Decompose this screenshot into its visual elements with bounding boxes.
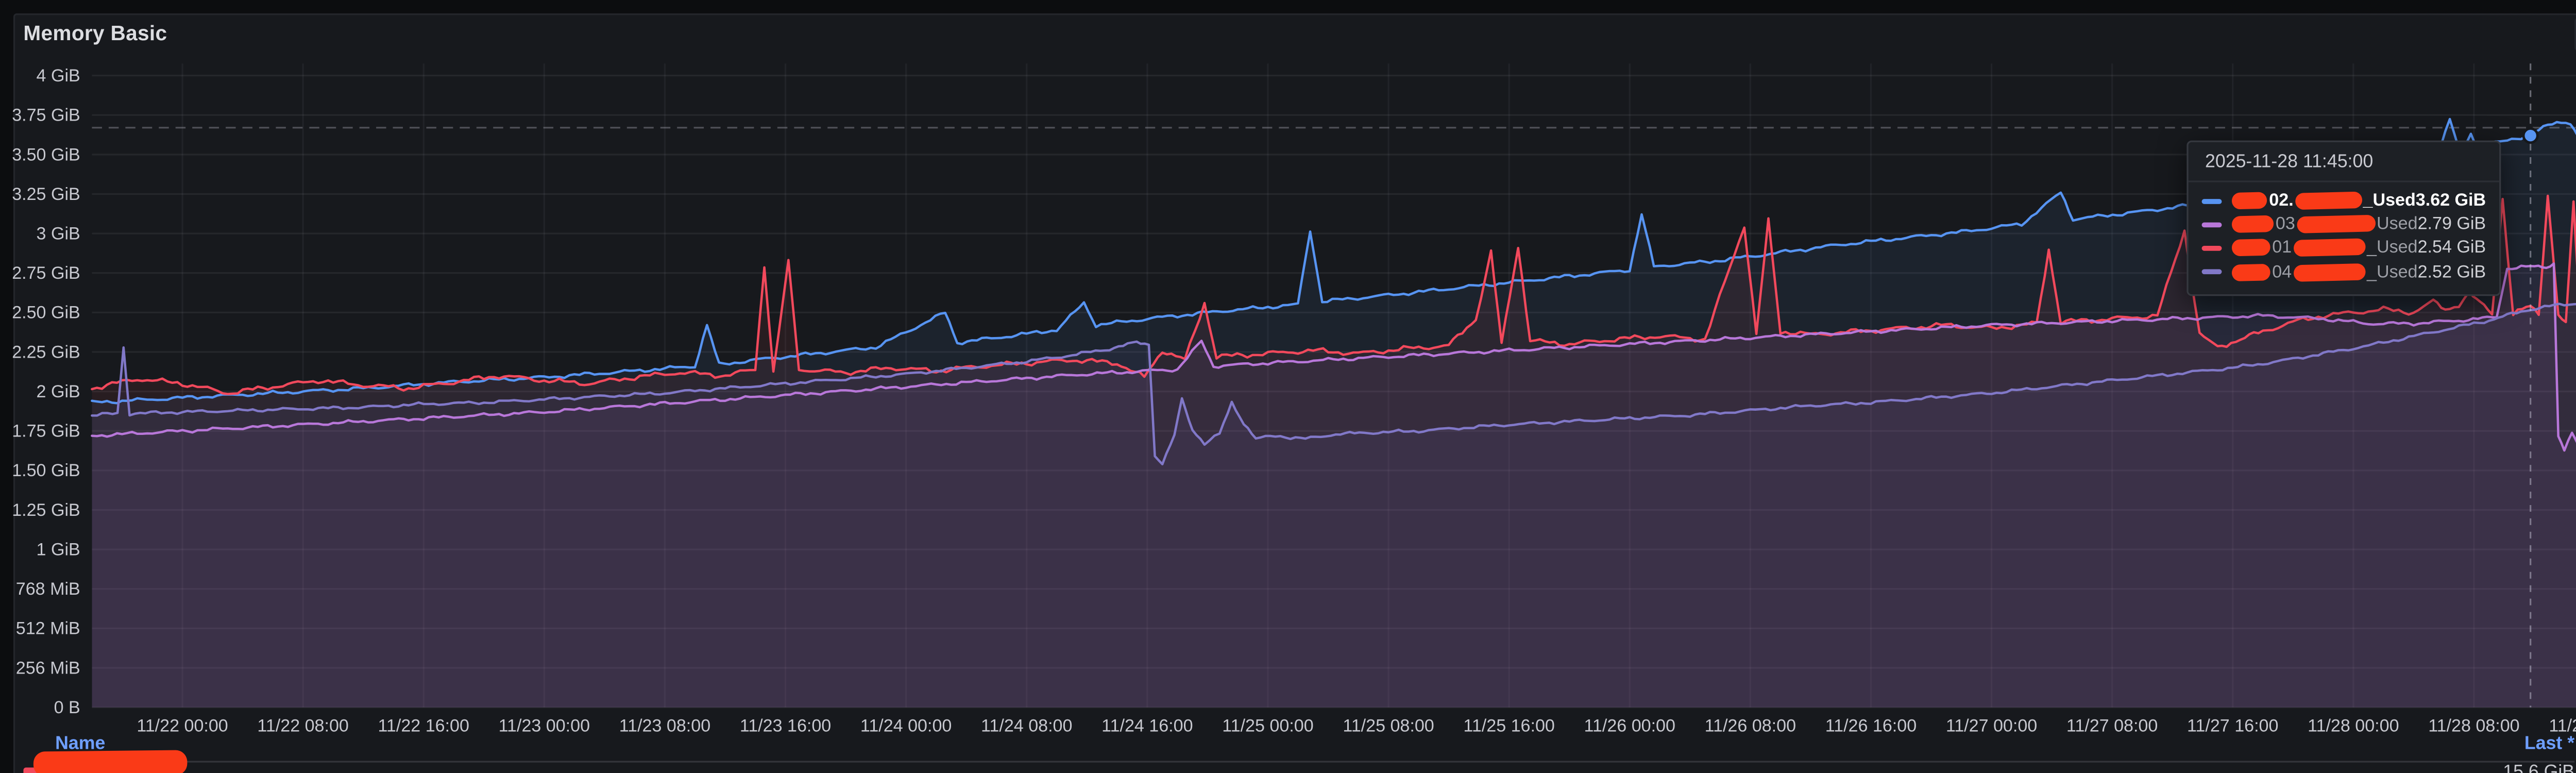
- x-axis-label: 11/23 16:00: [740, 716, 831, 736]
- y-axis-label: 2.75 GiB: [12, 263, 80, 283]
- x-axis-label: 11/25 00:00: [1222, 716, 1313, 736]
- series-fill-node02: [92, 119, 2576, 708]
- hover-point: [2522, 127, 2539, 144]
- legend-header-last[interactable]: Last *: [2524, 734, 2575, 754]
- y-axis-label: 1.50 GiB: [12, 461, 80, 480]
- series-value: 2.52 GiB: [2417, 262, 2486, 282]
- x-axis-label: 11/24 16:00: [1101, 716, 1193, 736]
- series-color-marker: [2201, 245, 2222, 251]
- series-name-suffix: _Used: [2367, 262, 2418, 282]
- y-axis-label: 0 B: [54, 698, 80, 717]
- series-fill-node01: [92, 195, 2576, 708]
- panel-menu-button[interactable]: [2574, 16, 2576, 52]
- x-axis-label: 11/26 16:00: [1825, 716, 1917, 736]
- series-line-node04: [91, 303, 2576, 466]
- redaction-scribble: [2231, 192, 2268, 210]
- y-axis-label: 1.25 GiB: [12, 500, 80, 520]
- x-axis-label: 11/22 16:00: [378, 716, 469, 736]
- redaction-scribble: [2231, 263, 2271, 281]
- series-color-marker: [2201, 198, 2222, 204]
- y-axis-label: 4 GiB: [37, 66, 80, 86]
- memory-basic-panel: [13, 13, 2576, 773]
- x-axis-label: 11/24 08:00: [981, 716, 1072, 736]
- y-axis-label: 2.50 GiB: [12, 303, 80, 323]
- redaction-scribble: [2231, 239, 2271, 257]
- redaction-scribble: [2295, 191, 2362, 210]
- redaction-scribble: [2293, 262, 2366, 281]
- y-axis-label: 2 GiB: [37, 382, 80, 401]
- y-axis-label: 1 GiB: [37, 540, 80, 559]
- hover-tooltip: 2025-11-28 11:45:00 02. _Used 3.62 GiB 03…: [2187, 140, 2501, 296]
- legend-row-value: 15.6 GiB: [2503, 762, 2575, 773]
- tooltip-row: 02. _Used 3.62 GiB: [2201, 189, 2486, 213]
- x-axis-label: 11/25 16:00: [1463, 716, 1554, 736]
- x-axis-label: 11/27 16:00: [2187, 716, 2278, 736]
- x-axis-label: 11/26 08:00: [1705, 716, 1796, 736]
- series-name-suffix: Used: [2377, 214, 2418, 235]
- series-value: 2.79 GiB: [2417, 214, 2486, 235]
- panel-title: Memory Basic: [23, 22, 167, 45]
- series-color-marker: [2201, 222, 2222, 227]
- series-line-node01: [91, 194, 2576, 395]
- x-axis-label: 11/24 00:00: [860, 716, 952, 736]
- x-axis-label: 11/23 08:00: [619, 716, 710, 736]
- series-name-fragment: 01: [2272, 238, 2292, 259]
- tooltip-row: 04 _Used 2.52 GiB: [2201, 260, 2486, 284]
- tooltip-row: 01 _Used 2.54 GiB: [2201, 237, 2486, 260]
- x-axis-label: 11/28 08:00: [2428, 716, 2519, 736]
- series-color-marker: [2201, 269, 2222, 275]
- series-value: 3.62 GiB: [2415, 191, 2486, 211]
- redaction-scribble: [2231, 215, 2275, 233]
- series-fill-node03: [92, 263, 2576, 708]
- series-name-fragment: 04: [2272, 262, 2292, 282]
- y-axis-label: 768 MiB: [16, 579, 80, 599]
- tooltip-body: 02. _Used 3.62 GiB 03 Used 2.79 GiB 01 _Use…: [2189, 182, 2500, 294]
- x-axis-label: 11/22 00:00: [137, 716, 228, 736]
- legend-row-marker: [23, 767, 39, 773]
- x-axis-label: 11/28 16:00: [2549, 716, 2576, 736]
- tooltip-timestamp: 2025-11-28 11:45:00: [2188, 142, 2500, 182]
- x-axis-label: 11/23 00:00: [499, 716, 590, 736]
- series-name-suffix: _Used: [2363, 191, 2416, 211]
- y-axis-label: 1.75 GiB: [12, 422, 80, 441]
- series-line-node03: [91, 262, 2576, 452]
- x-axis-label: 11/26 00:00: [1584, 716, 1675, 736]
- series-value: 2.54 GiB: [2417, 238, 2486, 259]
- tooltip-row: 03 Used 2.79 GiB: [2201, 213, 2486, 237]
- series-name-suffix: _Used: [2367, 238, 2418, 259]
- x-axis-label: 11/28 00:00: [2308, 716, 2399, 736]
- y-axis-label: 512 MiB: [16, 619, 80, 638]
- series-name-fragment: 02.: [2269, 191, 2294, 211]
- x-axis-label: 11/27 08:00: [2066, 716, 2158, 736]
- x-axis-label: 11/27 00:00: [1946, 716, 2037, 736]
- series-name-fragment: 03: [2275, 214, 2295, 235]
- x-axis-label: 11/22 08:00: [257, 716, 348, 736]
- redaction-scribble: [33, 750, 188, 773]
- redaction-scribble: [2296, 215, 2376, 234]
- y-axis-label: 2.25 GiB: [12, 342, 80, 362]
- y-axis-label: 3.75 GiB: [12, 106, 80, 125]
- redaction-scribble: [2293, 239, 2366, 258]
- x-axis-label: 11/25 08:00: [1343, 716, 1434, 736]
- y-axis-label: 3.50 GiB: [12, 145, 80, 164]
- legend-divider: [38, 760, 2575, 762]
- y-axis-label: 256 MiB: [16, 658, 80, 678]
- series-fill-node04: [92, 304, 2576, 708]
- y-axis-label: 3 GiB: [37, 224, 80, 244]
- y-axis-label: 3.25 GiB: [12, 184, 80, 204]
